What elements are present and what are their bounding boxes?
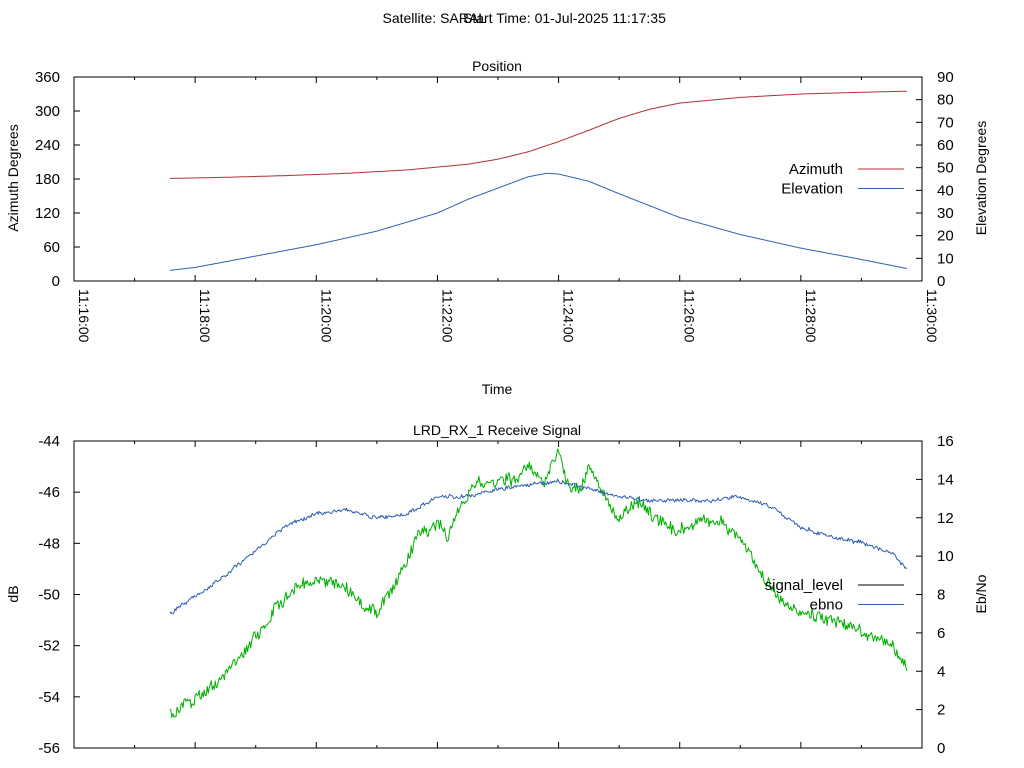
x-tick-label: 11:16:00	[76, 289, 92, 343]
receive-signal-chart-marks: -44 -46 -48 -50 -52 -54 -56 0 2 4 6 8 10 12 14 16 signal…	[38, 433, 953, 757]
y2-tick-label: 30	[937, 205, 954, 222]
y2-tick-label: 20	[937, 228, 954, 245]
y2-tick-label: 80	[937, 92, 954, 109]
y-tick-label: -46	[38, 484, 60, 501]
x-tick-label: 11:18:00	[197, 289, 213, 343]
x-tick-label: 11:28:00	[803, 289, 819, 343]
x-tick-label: 11:20:00	[318, 289, 334, 343]
y-tick-label: 180	[35, 171, 60, 188]
y-tick-label: -48	[38, 535, 60, 552]
x-tick-label: 11:24:00	[561, 289, 577, 343]
y2-tick-label: 16	[937, 433, 954, 450]
y2-tick-label: 2	[937, 702, 945, 719]
y2-tick-label: 10	[937, 548, 954, 565]
legend-label: ebno	[810, 597, 843, 614]
y-tick-label: 240	[35, 137, 60, 154]
y-tick-label: 120	[35, 205, 60, 222]
header-satellite: Satellite: SARAL	[383, 10, 487, 26]
y-tick-label: -50	[38, 587, 60, 604]
x-tick-label: 11:22:00	[439, 289, 455, 343]
y-tick-label: 300	[35, 103, 60, 120]
y-tick-label: -54	[38, 689, 60, 706]
position-chart-title: Position	[472, 58, 522, 74]
receive-signal-y-axis-label: dB	[5, 585, 21, 602]
series-ebno-line	[169, 478, 908, 615]
receive-signal-y2-axis-label: Eb/No	[973, 574, 989, 613]
y2-tick-label: 8	[937, 587, 945, 604]
y2-tick-label: 70	[937, 114, 954, 131]
position-x-axis-label: Time	[482, 381, 513, 397]
receive-signal-chart-title: LRD_RX_1 Receive Signal	[413, 422, 581, 438]
y2-tick-label: 10	[937, 250, 954, 267]
y2-tick-label: 90	[937, 69, 954, 86]
y2-tick-label: 50	[937, 160, 954, 177]
y-tick-label: 360	[35, 69, 60, 86]
y-tick-label: -56	[38, 740, 60, 757]
y2-tick-label: 60	[937, 137, 954, 154]
series-elevation-line	[169, 172, 907, 271]
series-azimuth-line	[169, 90, 907, 179]
x-tick-label: 11:26:00	[682, 289, 698, 343]
receive-signal-chart: LRD_RX_1 Receive Signal -44-46-48-50-52-…	[5, 422, 989, 757]
y2-tick-label: 14	[937, 471, 954, 488]
y2-tick-label: 0	[937, 273, 945, 290]
y2-tick-label: 40	[937, 182, 954, 199]
y2-tick-label: 0	[937, 740, 945, 757]
legend-label: Elevation	[781, 181, 843, 198]
y2-tick-label: 12	[937, 510, 954, 527]
y2-tick-label: 4	[937, 663, 945, 680]
position-chart: Position 11:16:00 11:18:00 11:20:00 11:22:0…	[5, 58, 989, 397]
header-start-time: Start Time: 01-Jul-2025 11:17:35	[463, 10, 666, 26]
legend-label: Azimuth	[789, 161, 843, 178]
x-tick-label: 11:30:00	[924, 289, 940, 343]
position-chart-marks: 11:16:00 11:18:00 11:20:00 11:22:00 11:24:00…	[35, 69, 954, 343]
y-tick-label: 60	[43, 239, 60, 256]
legend-label: signal_level	[765, 577, 843, 594]
y-tick-label: -52	[38, 638, 60, 655]
position-y2-axis-label: Elevation Degrees	[973, 121, 989, 235]
position-y-axis-label: Azimuth Degrees	[5, 124, 21, 231]
series-signal-level-line	[169, 448, 908, 719]
y-tick-label: -44	[38, 433, 60, 450]
y-tick-label: 0	[52, 273, 60, 290]
y2-tick-label: 6	[937, 625, 945, 642]
